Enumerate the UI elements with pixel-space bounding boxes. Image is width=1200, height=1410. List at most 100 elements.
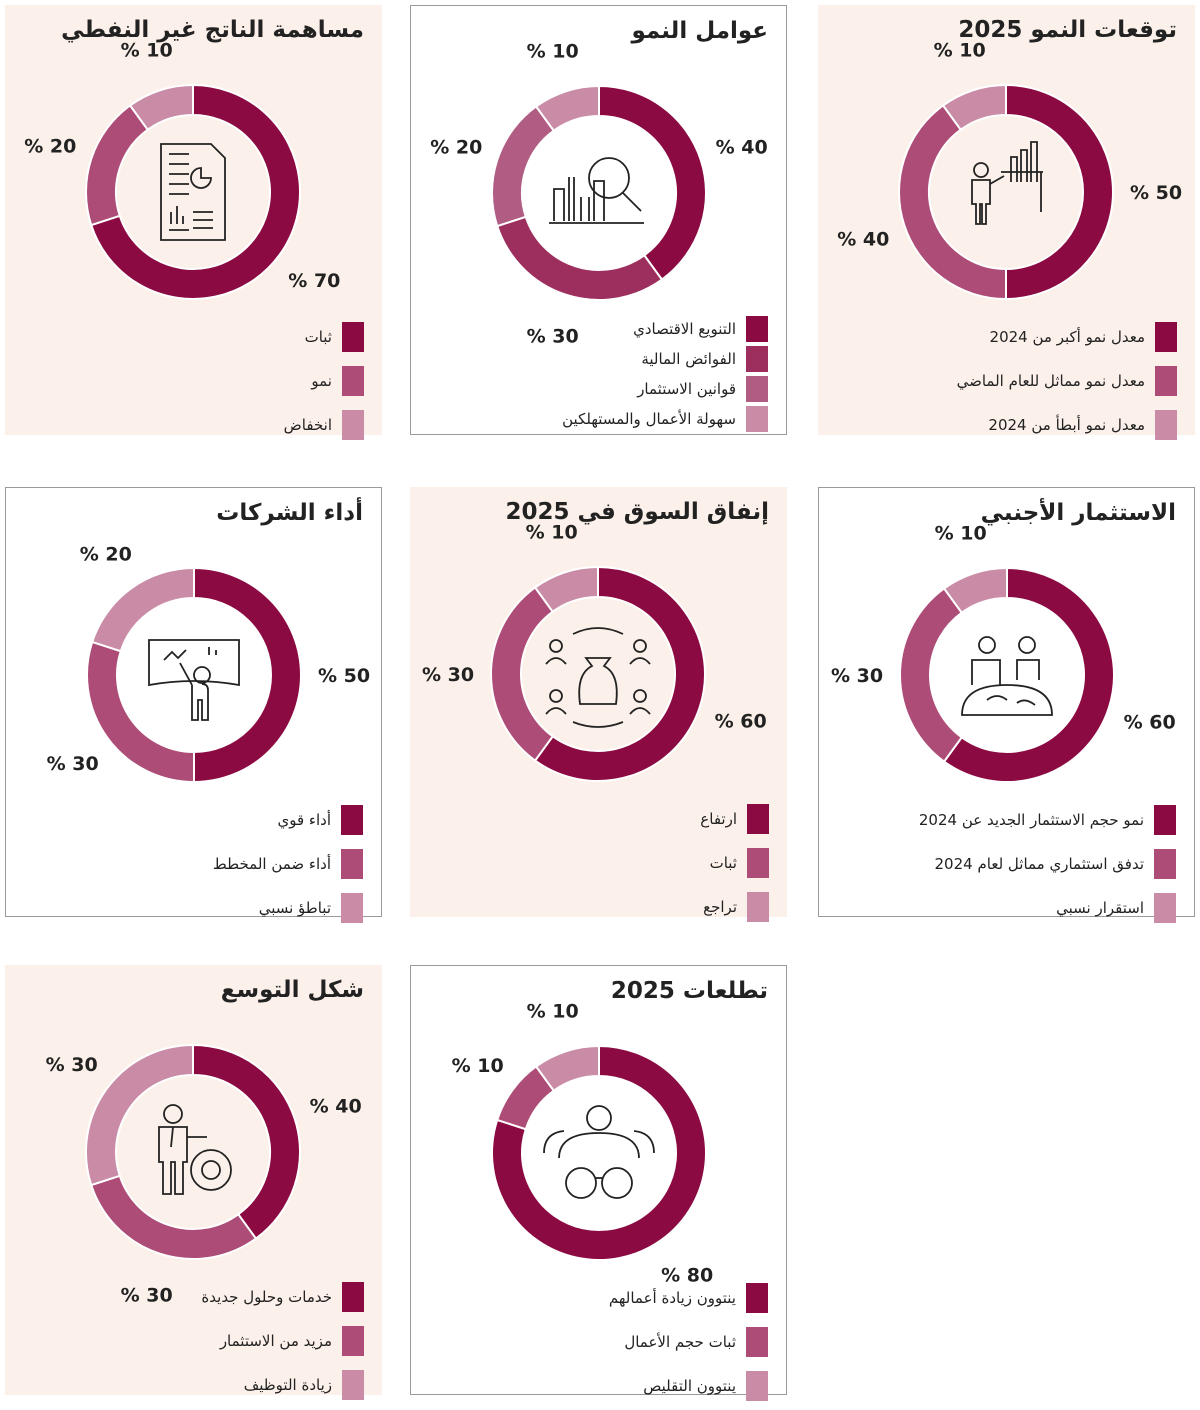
donut-segment — [1005, 83, 1114, 301]
legend-swatch — [746, 1327, 768, 1357]
legend-label: ينتوون التقليص — [643, 1377, 736, 1395]
chart-legend: خدمات وحلول جديدة مزيد من الاستثمار زيادة … — [201, 1275, 364, 1407]
legend-item: زيادة التوظيف — [201, 1363, 364, 1407]
donut-chart: % 70 % 20 % 10 — [24, 39, 340, 300]
segment-value-label: % 10 — [934, 39, 986, 61]
donut-segment — [495, 215, 664, 301]
presenter-screen-icon — [148, 639, 240, 721]
donut-segment — [89, 83, 301, 300]
legend-item: استقرار نسبي — [919, 886, 1176, 930]
donut-segment — [941, 83, 1007, 132]
legend-swatch — [747, 848, 769, 878]
legend-item: ارتفاع — [700, 797, 769, 841]
donut-segment — [942, 566, 1115, 783]
donut-segment — [85, 104, 150, 227]
chart-title: تطلعات 2025 — [610, 978, 768, 1004]
chart-legend: التنويع الاقتصادي الفوائض المالية قوانين ا… — [562, 314, 768, 434]
businessman-gear-icon — [158, 1104, 232, 1195]
donut-segment — [85, 1043, 194, 1187]
legend-label: تدفق استثماري مماثل لعام 2024 — [934, 855, 1144, 873]
donut-segment — [192, 1043, 301, 1240]
legend-swatch — [342, 1370, 364, 1400]
segment-value-label: % 80 — [661, 1264, 713, 1286]
legend-label: نمو — [311, 372, 332, 390]
legend-item: خدمات وحلول جديدة — [201, 1275, 364, 1319]
legend-swatch — [341, 805, 363, 835]
chart-title: إنفاق السوق في 2025 — [505, 499, 769, 525]
legend-swatch — [1154, 805, 1176, 835]
donut-chart: % 60 % 30 % 10 — [831, 522, 1176, 783]
legend-item: تدفق استثماري مماثل لعام 2024 — [919, 842, 1176, 886]
donut-segment — [90, 566, 195, 653]
legend-item: ثبات — [700, 841, 769, 885]
donut-segment — [533, 565, 599, 614]
legend-item: ثبات حجم الأعمال — [609, 1320, 768, 1364]
donut-segment — [86, 640, 195, 784]
chart-title: مساهمة الناتج غير النفطي — [61, 17, 364, 43]
legend-item: مزيد من الاستثمار — [201, 1319, 364, 1363]
legend-swatch — [746, 346, 768, 372]
chart-panel: إنفاق السوق في 2025 % 60 % 30 % 10 ارتفاع ثبا… — [410, 487, 787, 922]
legend-item: ينتوون التقليص — [609, 1364, 768, 1408]
donut-chart: % 50 % 30 % 20 — [47, 544, 370, 784]
legend-item: معدل نمو أبطأ من 2024 — [957, 403, 1177, 447]
legend-item: معدل نمو أكبر من 2024 — [957, 315, 1177, 359]
legend-label: استقرار نسبي — [1056, 899, 1144, 917]
chart-legend: ارتفاع ثبات تراجع — [700, 797, 769, 929]
chart-legend: نمو حجم الاستثمار الجديد عن 2024 تدفق است… — [919, 798, 1176, 930]
segment-value-label: % 30 — [47, 753, 99, 775]
chart-title: شكل التوسع — [220, 977, 364, 1003]
legend-item: أداء ضمن المخطط — [213, 842, 363, 886]
donut-segment — [128, 83, 194, 132]
donut-segment — [534, 84, 600, 133]
legend-swatch — [1155, 410, 1177, 440]
donut-chart: % 50 % 40 % 10 — [837, 39, 1182, 301]
legend-label: زيادة التوظيف — [243, 1376, 332, 1394]
donut-segment — [491, 1044, 707, 1261]
segment-value-label: % 30 — [422, 664, 474, 686]
legend-swatch — [342, 410, 364, 440]
chart-panel: مساهمة الناتج غير النفطي % 70 % 20 % 10 ثبات… — [5, 5, 382, 440]
legend-swatch — [342, 322, 364, 352]
segment-value-label: % 50 — [318, 665, 370, 687]
segment-value-label: % 50 — [1130, 182, 1182, 204]
donut-segment — [598, 84, 707, 281]
donut-segment — [490, 586, 555, 762]
legend-swatch — [746, 376, 768, 402]
chart-panel: الاستثمار الأجنبي % 60 % 30 % 10 نمو حجم الا… — [818, 487, 1195, 923]
legend-item: ثبات — [284, 315, 364, 359]
segment-value-label: % 10 — [121, 39, 173, 61]
legend-label: معدل نمو أبطأ من 2024 — [988, 416, 1145, 434]
legend-swatch — [746, 406, 768, 432]
donut-chart: % 40 % 30 % 20 % 10 — [430, 40, 767, 347]
segment-value-label: % 10 — [527, 40, 579, 62]
segment-value-label: % 70 — [288, 270, 340, 292]
legend-label: مزيد من الاستثمار — [219, 1332, 332, 1350]
chart-panel: أداء الشركات % 50 % 30 % 20 أداء قوي أداء ضمن… — [5, 487, 382, 923]
person-binoculars-icon — [543, 1105, 655, 1199]
segment-value-label: % 30 — [121, 1285, 173, 1307]
legend-item: التنويع الاقتصادي — [562, 314, 768, 344]
legend-swatch — [746, 316, 768, 342]
donut-segment — [491, 105, 556, 228]
segment-value-label: % 30 — [831, 665, 883, 687]
chart-panel: شكل التوسع % 40 % 30 % 30 خدمات وحلول جديدة م… — [5, 965, 382, 1400]
legend-swatch — [342, 366, 364, 396]
segment-value-label: % 60 — [1124, 711, 1176, 733]
people-globe-icon — [961, 636, 1053, 716]
donut-chart: % 40 % 30 % 30 — [46, 1043, 362, 1307]
donut-segment — [898, 104, 1007, 301]
legend-swatch — [1155, 366, 1177, 396]
legend-label: نمو حجم الاستثمار الجديد عن 2024 — [918, 811, 1144, 829]
chart-legend: ثبات نمو انخفاض — [284, 315, 364, 447]
legend-swatch — [1155, 322, 1177, 352]
legend-label: سهولة الأعمال والمستهلكين — [562, 410, 736, 428]
legend-item: سهولة الأعمال والمستهلكين — [562, 404, 768, 434]
chart-panel: عوامل النمو % 40 % 30 % 20 % 10 التنويع الاقت… — [410, 5, 787, 435]
donut-segment — [534, 1044, 600, 1093]
donut-segment — [89, 1174, 258, 1260]
segment-value-label: % 10 — [527, 1000, 579, 1022]
legend-swatch — [1154, 849, 1176, 879]
legend-label: تباطؤ نسبي — [258, 899, 331, 917]
legend-label: ثبات — [304, 328, 332, 346]
